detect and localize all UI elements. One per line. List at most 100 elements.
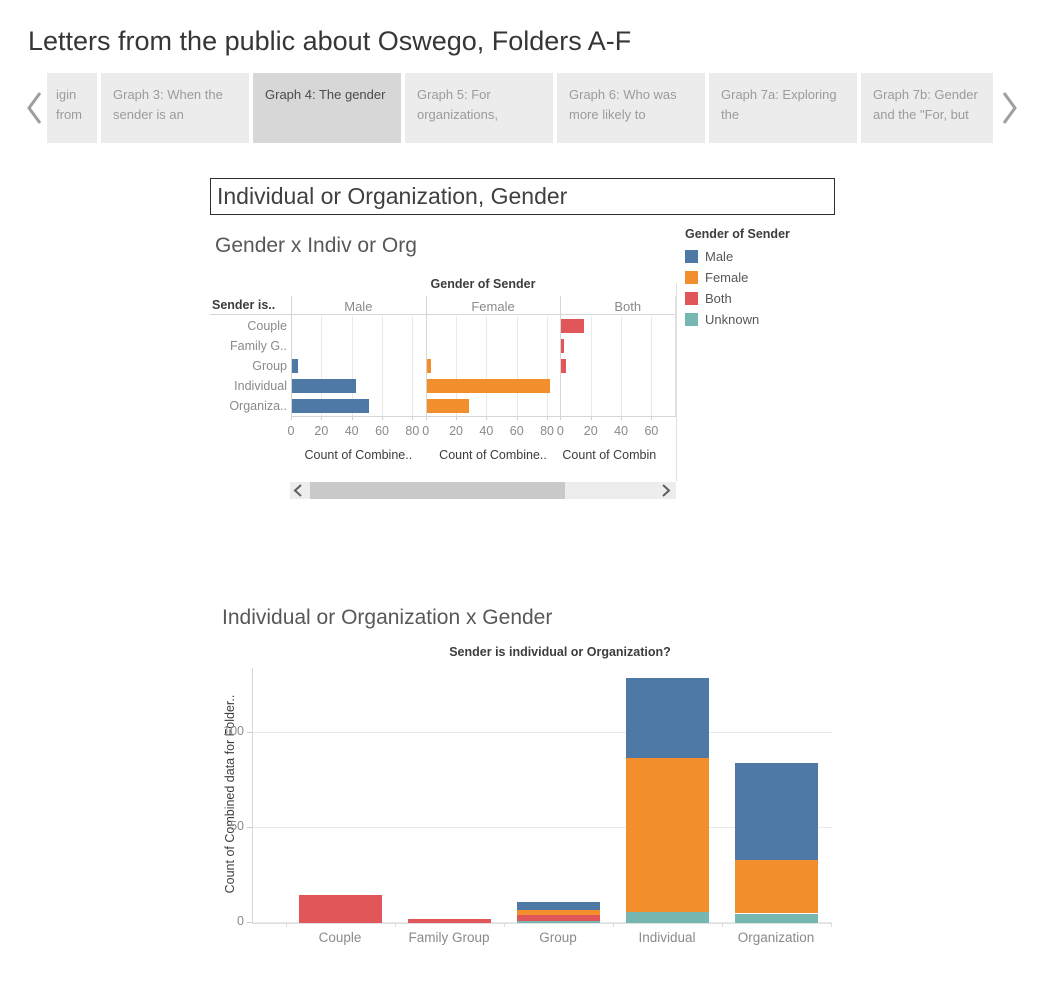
legend-items: Male Female Both Unknown: [685, 246, 825, 330]
bar-both-group[interactable]: [561, 359, 566, 373]
stack-female-organization[interactable]: [734, 860, 818, 914]
chart1-row-label-couple: Couple: [247, 319, 287, 333]
chart1-gridline: [516, 316, 518, 416]
chart1-row-label-individual: Individual: [234, 379, 287, 393]
legend-title: Gender of Sender: [685, 227, 790, 241]
story-tab-4[interactable]: Graph 5: For organizations,: [405, 73, 553, 143]
chart2-x-tick: [721, 923, 723, 927]
chart2-x-tick: [503, 923, 505, 927]
chart2-category-label-individual: Individual: [638, 930, 696, 945]
bar-female-organiza[interactable]: [426, 399, 470, 413]
chart1-row-label-familyg: Family G..: [230, 339, 287, 353]
story-tab-2[interactable]: Graph 3: When the sender is an: [101, 73, 249, 143]
chart1-axis-tick: [291, 416, 292, 420]
chart1-axis-tick: [382, 416, 384, 420]
chart1-pane-header-female: Female: [471, 299, 515, 314]
story-next-button[interactable]: [998, 90, 1020, 126]
bar-male-individual[interactable]: [292, 379, 356, 393]
bar-both-couple[interactable]: [561, 319, 585, 333]
chevron-right-icon: [662, 484, 671, 497]
chart1-axis-tick-label: 60: [644, 424, 659, 438]
chart1-axis-tick: [516, 416, 518, 420]
chart1-title: Gender x Indiv or Org: [215, 234, 417, 257]
story-tab-5[interactable]: Graph 6: Who was more likely to: [557, 73, 705, 143]
scrollbar-thumb[interactable]: [310, 482, 565, 499]
chart2-x-tick: [394, 923, 396, 927]
chart2-y-tick: [247, 732, 252, 733]
legend-item-male[interactable]: Male: [685, 246, 825, 267]
chart1-axis-tick-label: 20: [314, 424, 329, 438]
legend-label: Both: [705, 291, 732, 306]
stack-unknown-group[interactable]: [516, 921, 600, 923]
scrollbar-right-button[interactable]: [661, 484, 675, 497]
chevron-left-icon: [27, 92, 42, 124]
chart2-baseline: [252, 923, 832, 924]
chart1-axis-tick: [321, 416, 323, 420]
chart1-gridline: [547, 316, 549, 416]
stack-unknown-organization[interactable]: [734, 913, 818, 923]
stack-male-organization[interactable]: [734, 763, 818, 861]
legend-item-female[interactable]: Female: [685, 267, 825, 288]
stack-male-group[interactable]: [516, 902, 600, 910]
chart2-x-tick: [285, 923, 287, 927]
chart1-gridline: [486, 316, 488, 416]
legend-item-both[interactable]: Both: [685, 288, 825, 309]
legend-label: Unknown: [705, 312, 760, 327]
chart2-title: Individual or Organization x Gender: [222, 606, 553, 629]
chart1-axis-tick: [412, 416, 414, 420]
stack-both-group[interactable]: [516, 915, 600, 922]
chart1-top-header: Gender of Sender: [430, 277, 536, 291]
chart2-category-label-familygroup: Family Group: [408, 930, 490, 945]
chart1-axis-tick-label: 80: [540, 424, 554, 438]
chart2-x-tick: [612, 923, 614, 927]
chart1-gridline: [456, 316, 458, 416]
chart2-gridline: [252, 732, 832, 733]
chart1-axis-tick: [651, 416, 653, 420]
stack-unknown-individual[interactable]: [625, 911, 709, 923]
chart1-gridline: [651, 316, 653, 416]
color-legend: Gender of Sender Male Female Both Unknown: [685, 227, 825, 330]
chart1-gridline: [590, 316, 592, 416]
story-tab-7[interactable]: Graph 7b: Gender and the "For, but: [861, 73, 993, 143]
stack-female-individual[interactable]: [625, 757, 709, 912]
story-tab-6[interactable]: Graph 7a: Exploring the: [709, 73, 857, 143]
chart1-row-label-organiza: Organiza..: [229, 399, 287, 413]
scrollbar-left-button[interactable]: [293, 484, 307, 497]
chevron-left-icon: [293, 484, 302, 497]
chart1-axis-tick-label: 40: [614, 424, 629, 438]
stack-both-couple[interactable]: [298, 894, 382, 923]
chevron-right-icon: [1002, 92, 1017, 124]
chart2-category-label-organization: Organization: [737, 930, 815, 945]
chart1-axis-tick-label: 20: [583, 424, 598, 438]
chart1-axis-tick-label: 60: [375, 424, 389, 438]
story-tab-1[interactable]: igin from: [47, 73, 97, 143]
chart1-axis-tick: [456, 416, 458, 420]
story-tabs: igin fromGraph 3: When the sender is anG…: [47, 73, 993, 143]
chart1-axis-tick: [590, 416, 592, 420]
chart1-hscrollbar[interactable]: [290, 482, 676, 499]
chart2-y-axis-line: [252, 668, 253, 923]
chart1-header-divider: [210, 314, 676, 315]
bar-female-group[interactable]: [426, 359, 432, 373]
zone-divider: [676, 283, 677, 481]
chart1-pane-divider: [291, 296, 292, 416]
story-prev-button[interactable]: [24, 90, 46, 126]
chart2-y-tick-label: 50: [230, 819, 244, 833]
chart1-axis-tick: [547, 416, 549, 420]
story-tab-3[interactable]: Graph 4: The gender: [253, 73, 401, 143]
bar-female-individual[interactable]: [426, 379, 550, 393]
page-title: Letters from the public about Oswego, Fo…: [28, 26, 632, 56]
legend-swatch-unknown: [685, 313, 698, 326]
legend-item-unknown[interactable]: Unknown: [685, 309, 825, 330]
bar-male-organiza[interactable]: [292, 399, 370, 413]
chart1-axis-tick: [486, 416, 488, 420]
bar-both-familyg[interactable]: [561, 339, 565, 353]
stack-both-familygroup[interactable]: [407, 919, 491, 923]
chart1-gridline: [382, 316, 384, 416]
dashboard-title-text: Individual or Organization, Gender: [217, 183, 568, 209]
stack-female-group[interactable]: [516, 909, 600, 916]
chart1-axis-tick-label: 40: [479, 424, 494, 438]
chart2-y-tick-label: 100: [223, 724, 244, 738]
stack-male-individual[interactable]: [625, 677, 709, 758]
bar-male-group[interactable]: [292, 359, 299, 373]
